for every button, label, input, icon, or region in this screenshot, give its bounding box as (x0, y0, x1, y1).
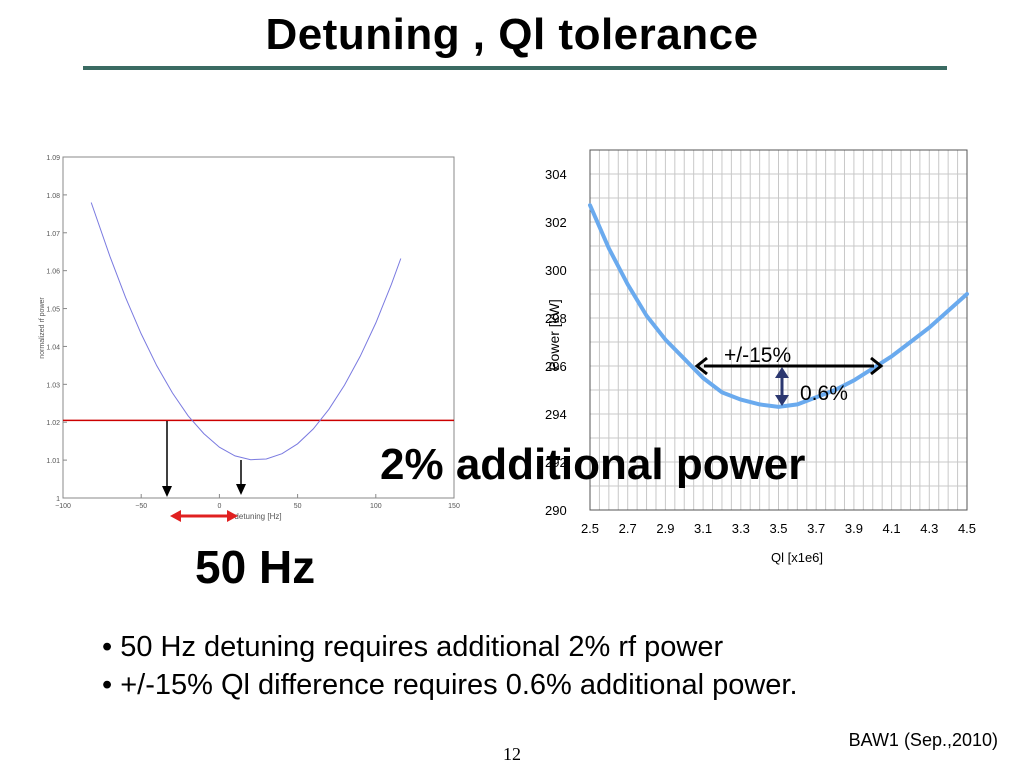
bullet-item: • 50 Hz detuning requires additional 2% … (102, 631, 724, 663)
ql-range-arrowhead-left (694, 356, 708, 376)
right-xtick-label: 3.7 (807, 521, 825, 536)
right-plot-border (589, 149, 968, 511)
right-xtick-label: 2.7 (619, 521, 637, 536)
left-ytick-label: 1.05 (46, 307, 60, 314)
span-arrowhead-left (170, 510, 181, 522)
left-xtick-label: −50 (135, 503, 147, 510)
title-underline (83, 66, 947, 70)
right-xlabel: Ql [x1e6] (771, 550, 823, 565)
left-xtick-label: −100 (55, 503, 71, 510)
left-ytick-label: 1.02 (46, 420, 60, 427)
left-ytick-label: 1.01 (46, 458, 60, 465)
fifty-hz-callout: 50 Hz (195, 541, 316, 593)
right-xtick-label: 4.3 (920, 521, 938, 536)
left-xlabel: detuning [Hz] (234, 512, 281, 521)
left-ytick-label: 1.09 (46, 155, 60, 162)
right-xtick-label: 3.5 (769, 521, 787, 536)
power-vs-ql-curve (588, 203, 969, 409)
bullet-list: • 50 Hz detuning requires additional 2% … (102, 628, 798, 704)
power-delta-arrowhead-up (775, 367, 789, 378)
power-delta-arrowhead-down (775, 395, 789, 406)
span-arrowhead-right (227, 510, 238, 522)
ql-range-arrowhead-right (870, 356, 884, 376)
additional-power-callout: 2% additional power (380, 440, 806, 489)
bullet-item: • +/-15% Ql difference requires 0.6% add… (102, 669, 798, 701)
right-xtick-label: 3.9 (845, 521, 863, 536)
right-xtick-label: 3.3 (732, 521, 750, 536)
right-ytick-label: 290 (545, 503, 567, 518)
right-xtick-label: 2.5 (581, 521, 599, 536)
right-ytick-label: 294 (545, 407, 567, 422)
right-xtick-label: 3.1 (694, 521, 712, 536)
left-ytick-label: 1.03 (46, 382, 60, 389)
right-ytick-label: 304 (545, 167, 567, 182)
left-ytick-label: 1 (56, 496, 60, 503)
left-xtick-label: 100 (370, 503, 382, 510)
left-xtick-label: 50 (294, 503, 302, 510)
ql-range-label: +/-15% (724, 344, 791, 367)
left-ylabel: normalized rf power (39, 297, 46, 359)
left-ytick-label: 1.07 (46, 231, 60, 238)
right-ytick-label: 292 (545, 455, 567, 470)
left-ytick-label: 1.04 (46, 344, 60, 351)
right-ytick-label: 300 (545, 263, 567, 278)
footer-note: BAW1 (Sep.,2010) (848, 730, 998, 750)
right-ytick-label: 296 (545, 359, 567, 374)
threshold-down-arrowhead (162, 486, 172, 497)
right-ylabel: Power [kW] (546, 299, 562, 371)
right-xtick-label: 4.1 (883, 521, 901, 536)
left-xtick-label: 0 (217, 503, 221, 510)
rf-power-curve (90, 202, 402, 461)
left-xtick-label: 150 (448, 503, 460, 510)
left-ytick-label: 1.08 (46, 193, 60, 200)
right-xtick-label: 2.9 (656, 521, 674, 536)
left-plot-frame (62, 156, 455, 499)
power-delta-label: 0.6% (800, 382, 848, 405)
right-ytick-label: 302 (545, 215, 567, 230)
minimum-down-arrowhead (236, 484, 246, 495)
right-ytick-label: 298 (545, 311, 567, 326)
slide-title: Detuning , Ql tolerance (265, 10, 759, 59)
right-xtick-label: 4.5 (958, 521, 976, 536)
page-number: 12 (503, 744, 521, 764)
left-ytick-label: 1.06 (46, 269, 60, 276)
